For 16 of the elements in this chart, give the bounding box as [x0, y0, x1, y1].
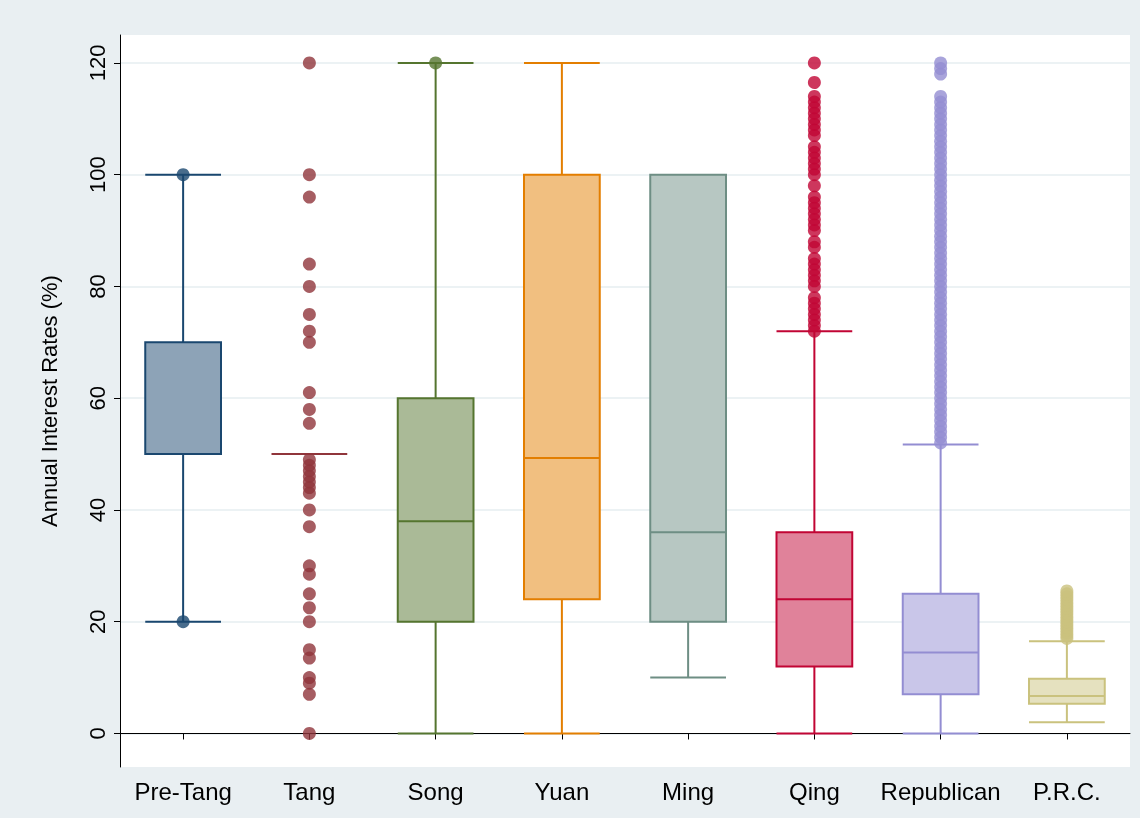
y-tick-label: 0: [84, 727, 110, 740]
x-tick-label: Song: [407, 777, 464, 805]
y-tick-label: 60: [84, 385, 110, 411]
x-tick-label: Pre-Tang: [134, 777, 232, 805]
x-tick-label: Yuan: [534, 777, 590, 805]
y-tick-label: 40: [84, 497, 110, 523]
x-tick-label: P.R.C.: [1033, 777, 1101, 805]
y-tick-label: 120: [84, 44, 110, 82]
x-tick-label: Tang: [283, 777, 336, 805]
y-tick-label: 100: [84, 156, 110, 194]
y-tick-label: 80: [84, 274, 110, 299]
x-tick-label: Ming: [662, 777, 715, 805]
x-tick-label: Qing: [789, 777, 840, 805]
x-tick-label: Republican: [880, 777, 1001, 805]
y-tick-label: 20: [84, 609, 110, 634]
y-axis-title: Annual Interest Rates (%): [36, 275, 62, 527]
